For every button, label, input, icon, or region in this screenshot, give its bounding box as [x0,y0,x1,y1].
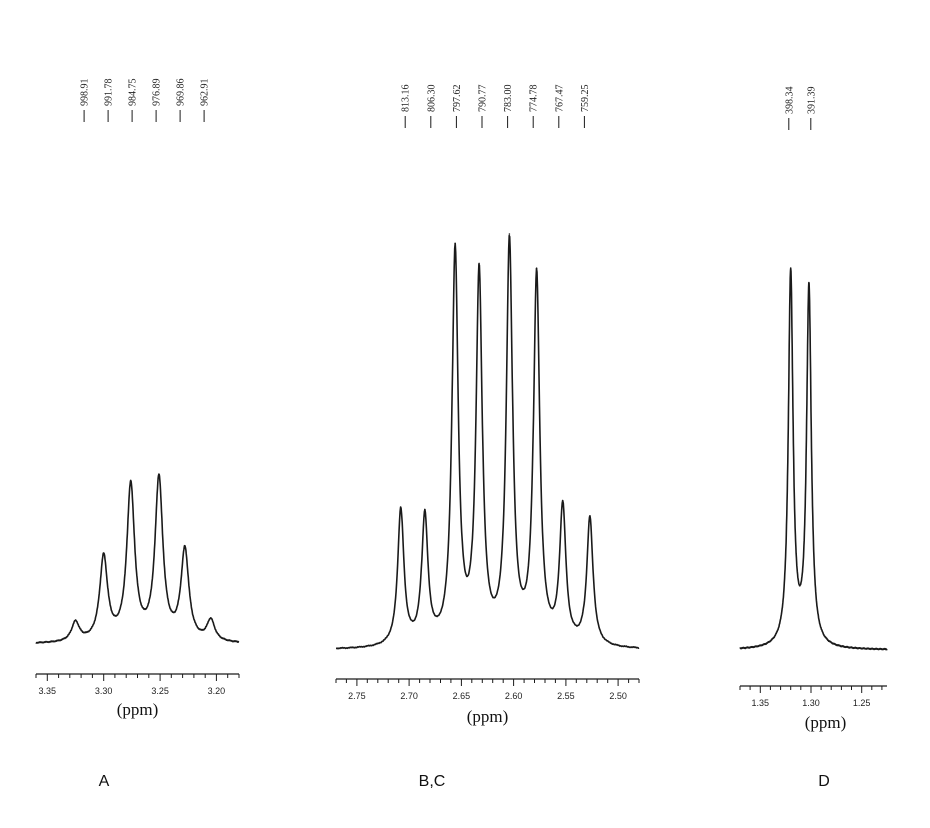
x-tick-label: 2.70 [400,691,418,701]
spectrum-panel-a: 3.35 3.30 3.25 3.20 (ppm) 998.91 991.78 984.75 9… [35,79,240,790]
peak-point-1 [424,508,426,511]
x-tick-label: 2.60 [505,691,523,701]
peak-frequency-label: 998.91 [80,79,91,107]
peak-frequency-label: 984.75 [128,79,139,107]
peak-point-2 [454,242,456,245]
peak-frequency-label: 976.89 [152,79,163,107]
peak-frequency-label: 398.34 [784,87,795,115]
peak-point-4 [184,545,186,547]
peak-frequency-label: 774.78 [529,85,540,113]
peak-point-6 [561,499,564,502]
x-tick-label: 2.50 [609,691,627,701]
spectrum-panel-d: 1.35 1.30 1.25 (ppm) 398.34 391.39 D [739,87,888,790]
peak-point-7 [589,515,591,517]
peak-point-3 [158,473,160,475]
x-tick-label: 1.35 [752,698,770,708]
x-tick-label: 2.55 [557,691,575,701]
peak-frequency-label: 391.39 [806,87,817,115]
x-tick-label: 3.20 [208,686,226,696]
peak-point-0 [789,267,792,269]
peak-frequency-label: 790.77 [478,85,489,113]
peak-point-2 [129,479,132,482]
peak-frequency-label: 969.86 [176,79,187,107]
x-tick-label: 3.25 [151,686,169,696]
x-axis-label: (ppm) [117,700,159,719]
x-tick-label: 3.35 [39,686,57,696]
panel-label: B,C [419,773,446,790]
peak-point-0 [400,506,402,509]
peak-point-1 [102,552,105,554]
spectrum-panel-bc: 2.75 2.70 2.65 2.60 2.55 2.50 (ppm) 813.16 806.3… [335,85,640,790]
peak-frequency-label: 759.25 [580,85,591,113]
peak-frequency-label: 962.91 [200,79,211,107]
peak-point-1 [808,281,810,284]
peak-point-4 [508,233,511,235]
x-axis-label: (ppm) [467,707,509,726]
spectrum-trace [335,234,640,650]
peak-frequency-label: 783.00 [503,85,514,113]
peak-frequency-label: 806.30 [426,85,437,113]
panel-label: A [99,773,110,790]
peak-frequency-label: 767.47 [554,85,565,113]
peak-frequency-label: 797.62 [452,85,463,113]
spectrum-trace [35,473,240,644]
peak-frequency-label: 813.16 [401,85,412,113]
spectrum-trace [739,267,888,651]
peak-point-3 [478,262,480,265]
x-tick-label: 3.30 [95,686,113,696]
x-tick-label: 2.65 [453,691,471,701]
peak-point-5 [535,267,538,270]
peak-point-5 [210,617,212,619]
peak-point-0 [74,619,77,622]
x-tick-label: 2.75 [348,691,366,701]
peak-frequency-label: 991.78 [104,79,115,107]
x-axis-label: (ppm) [805,713,847,732]
x-tick-label: 1.30 [802,698,820,708]
panel-label: D [818,773,830,790]
x-tick-label: 1.25 [853,698,871,708]
